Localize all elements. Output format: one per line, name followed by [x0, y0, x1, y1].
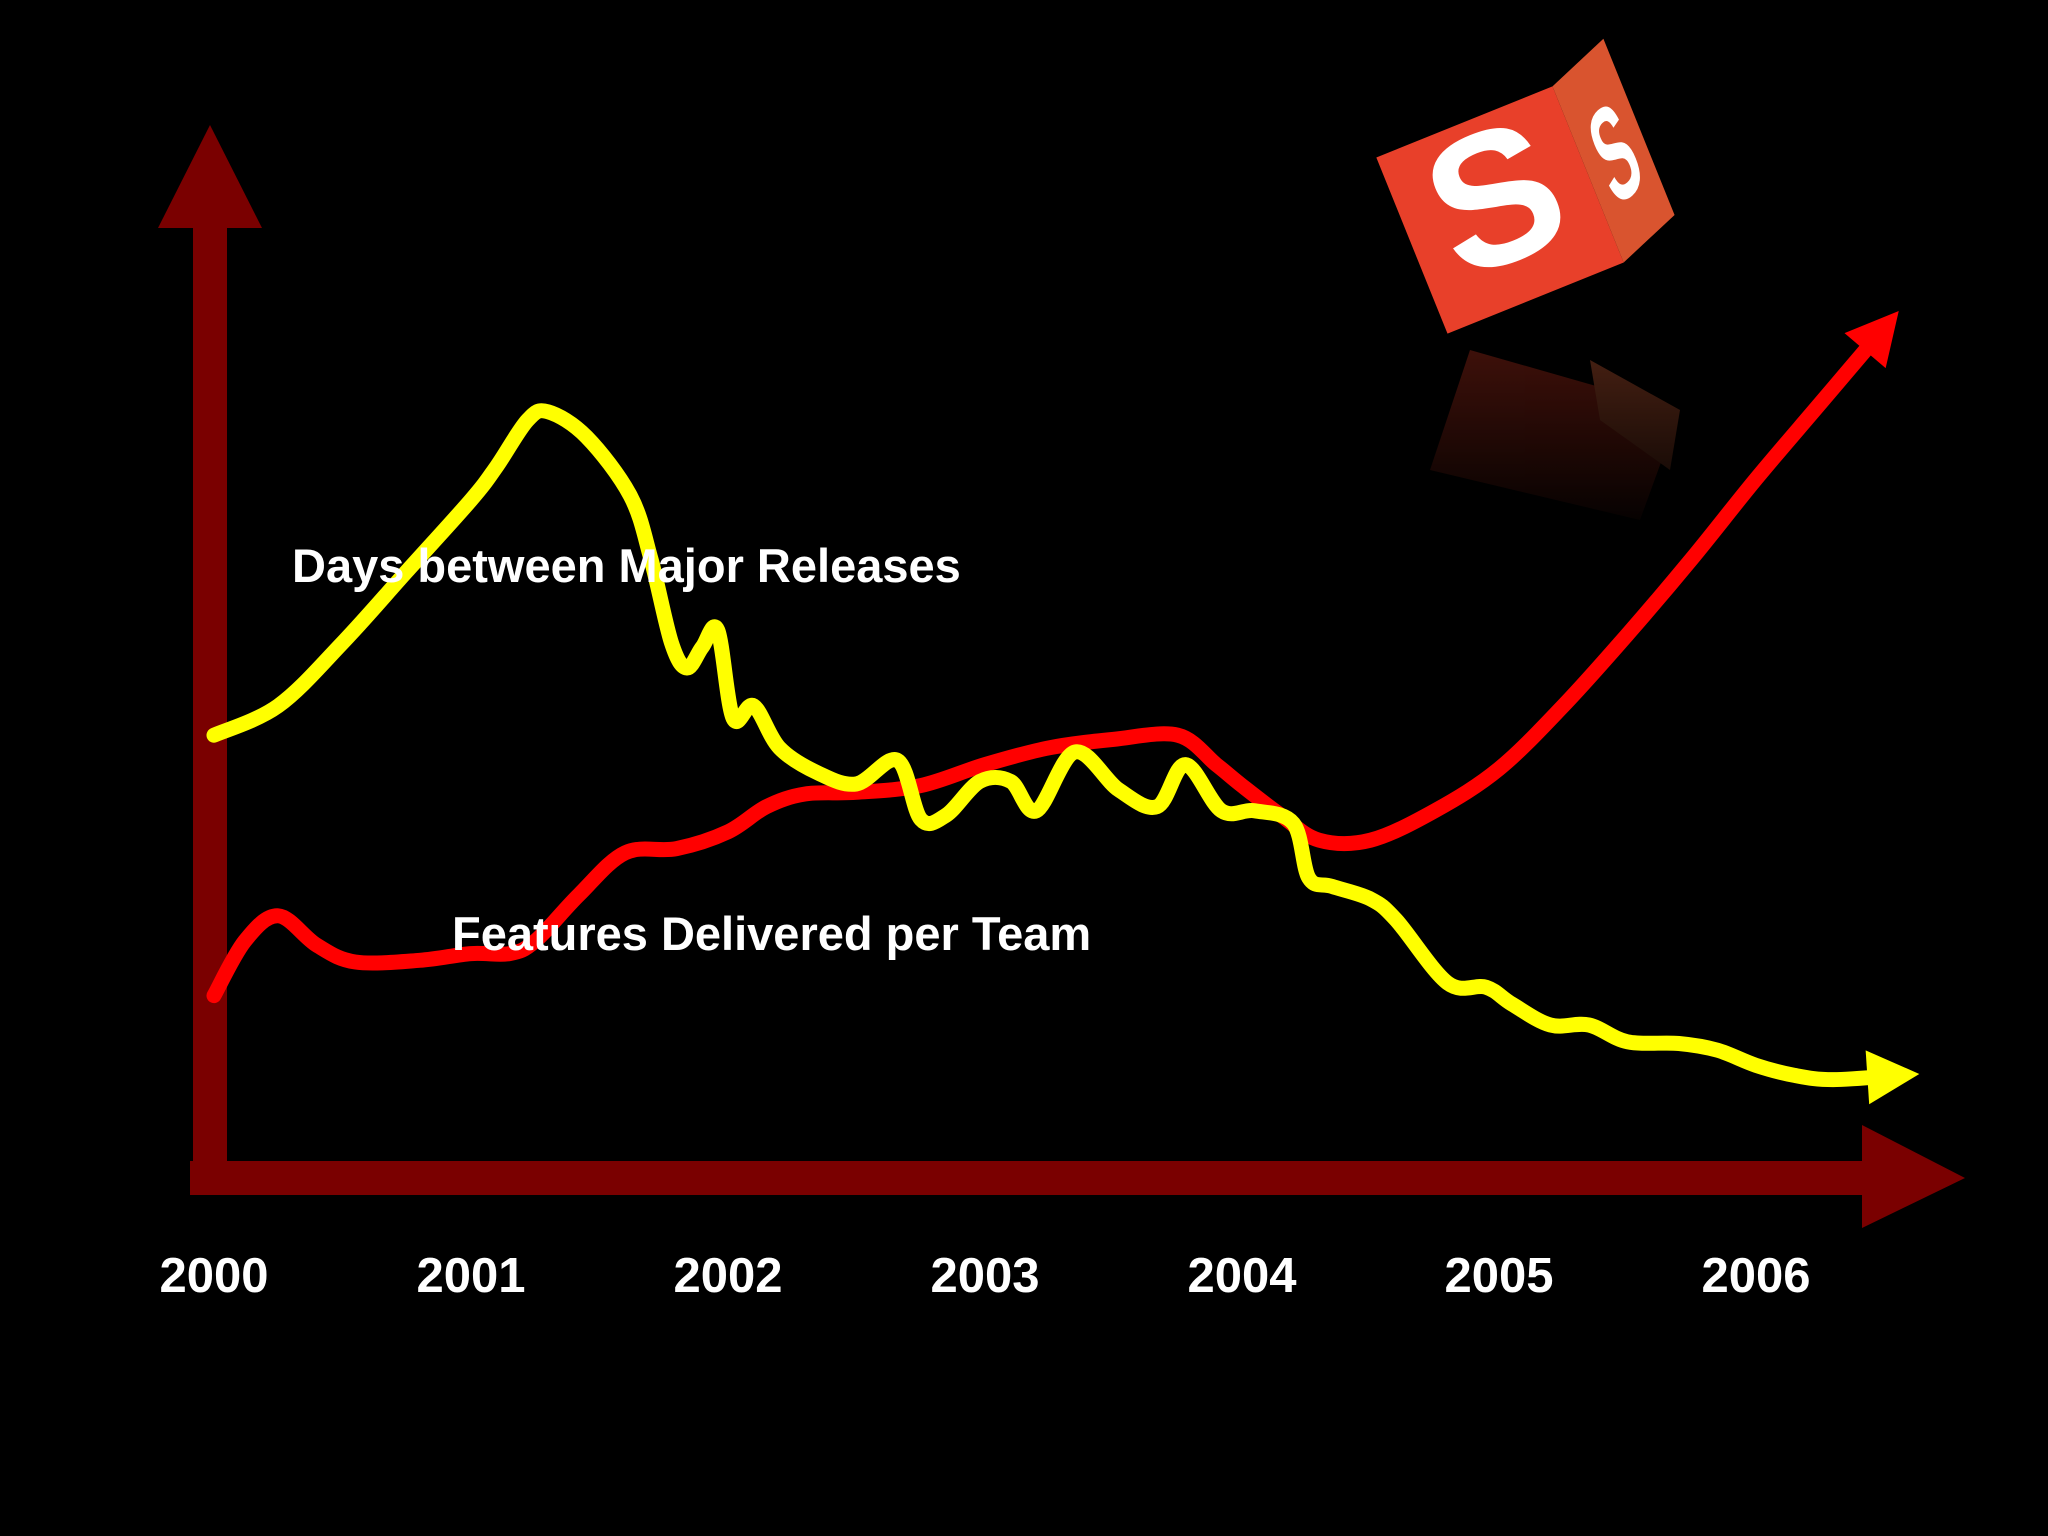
series-line-days-between-major-releases [206, 403, 1905, 1088]
logo-cube-front-face [1376, 86, 1624, 334]
y-axis-arrowhead [158, 125, 262, 228]
series-label-features-delivered-per-team: Features Delivered per Team [452, 907, 1091, 960]
series-line-features-delivered-per-team [206, 320, 1892, 1004]
series-label-days-between-major-releases: Days between Major Releases [292, 539, 961, 592]
x-tick-label-2005: 2005 [1444, 1249, 1553, 1303]
x-axis-arrowhead [1862, 1125, 1965, 1228]
x-tick-label-2006: 2006 [1701, 1249, 1810, 1303]
x-tick-label-2004: 2004 [1187, 1249, 1296, 1303]
red-s-cube-logo: S S [1376, 38, 1720, 540]
x-tick-label-2003: 2003 [930, 1249, 1039, 1303]
logo-cube-side-face [1552, 38, 1675, 263]
x-tick-label-2002: 2002 [673, 1249, 782, 1303]
series-arrowhead-features-delivered-per-team [1844, 311, 1899, 369]
x-tick-label-2000: 2000 [159, 1249, 268, 1303]
series-arrowhead-days-between-major-releases [1865, 1050, 1920, 1105]
x-tick-label-2001: 2001 [416, 1249, 525, 1303]
